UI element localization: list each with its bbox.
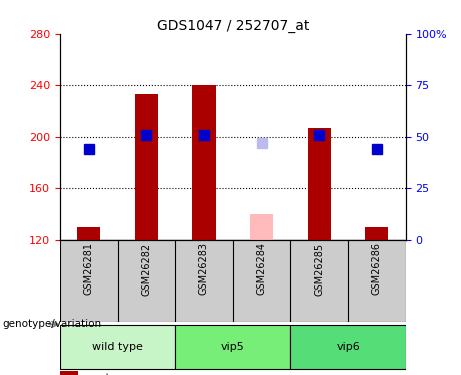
Title: GDS1047 / 252707_at: GDS1047 / 252707_at <box>157 19 309 33</box>
Bar <box>365 227 388 240</box>
Text: GSM26283: GSM26283 <box>199 243 209 296</box>
Bar <box>308 128 331 240</box>
Text: count: count <box>83 373 111 375</box>
Text: GSM26286: GSM26286 <box>372 243 382 296</box>
Text: GSM26282: GSM26282 <box>142 243 151 296</box>
Text: vip5: vip5 <box>221 342 245 352</box>
Text: vip6: vip6 <box>336 342 360 352</box>
Bar <box>193 85 216 240</box>
Bar <box>290 325 406 369</box>
Bar <box>77 227 100 240</box>
Text: GSM26281: GSM26281 <box>84 243 94 296</box>
Bar <box>135 94 158 240</box>
Text: GSM26285: GSM26285 <box>314 243 324 296</box>
Bar <box>250 214 273 240</box>
Text: GSM26284: GSM26284 <box>257 243 266 296</box>
Bar <box>175 325 290 369</box>
Bar <box>60 325 175 369</box>
Text: wild type: wild type <box>92 342 143 352</box>
Text: genotype/variation: genotype/variation <box>2 320 101 329</box>
